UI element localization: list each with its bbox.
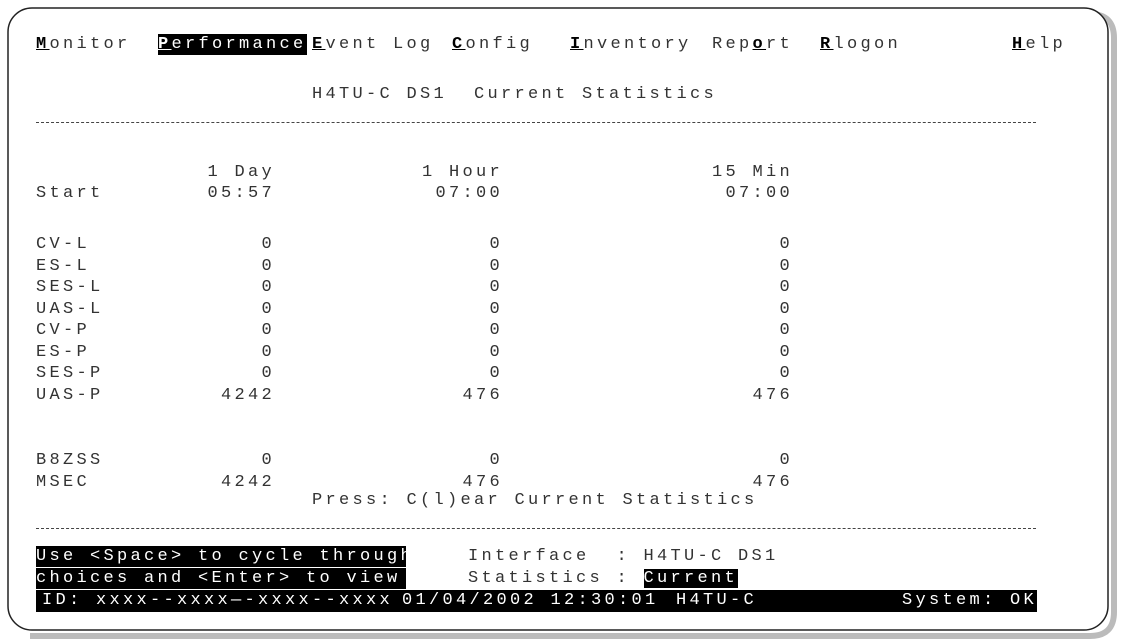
menu-item[interactable]: Inventory (570, 34, 692, 55)
stat-value: 0 (489, 321, 503, 340)
menu-text: onfig (465, 35, 534, 54)
stat-value: 0 (779, 256, 793, 276)
field-value: Current (643, 569, 739, 588)
row-label: CV-P (36, 321, 91, 340)
frame-border (7, 7, 1109, 631)
field: Interface : H4TU-C DS1 (468, 546, 779, 567)
field: Statistics : Current (468, 568, 739, 589)
menu-hotkey: R (820, 35, 834, 54)
stat-value: 0 (261, 235, 275, 254)
menu-text: Rep (712, 35, 753, 54)
menu-hotkey: C (452, 35, 466, 54)
row-label: MSEC (36, 472, 91, 492)
row-label: ES-P (36, 342, 91, 362)
row-label: UAS-L (36, 299, 104, 319)
stat-value: 0 (779, 299, 793, 319)
start-time: 07:00 (725, 184, 793, 203)
stat-value: 476 (752, 472, 793, 492)
menu-hotkey: P (158, 35, 172, 54)
field-label: Interface : (468, 547, 644, 566)
stat-value: 0 (261, 321, 275, 340)
status-bar: ID: xxxx--xxxx—-xxxx--xxxx 01/04/2002 12:… (36, 590, 1037, 612)
menu-item[interactable]: Event Log (312, 34, 434, 55)
stat-value: 0 (779, 235, 793, 254)
row-label: SES-L (36, 278, 104, 297)
stat-value: 0 (779, 321, 793, 340)
stat-value: 0 (489, 278, 503, 297)
menu-text: onitor (49, 35, 131, 54)
menu-text: vent Log (325, 35, 434, 54)
menu-text: nventory (583, 35, 692, 54)
menu-text: logon (833, 35, 902, 54)
separator (36, 528, 1036, 529)
stat-value: 0 (489, 342, 503, 362)
column-header: 1 Hour (421, 163, 503, 182)
menu-text: erformance (171, 35, 307, 54)
row-label: CV-L (36, 235, 91, 254)
stat-value: 0 (261, 364, 275, 383)
stat-value: 0 (489, 364, 503, 383)
stat-value: 0 (261, 278, 275, 297)
stat-value: 0 (489, 235, 503, 254)
stat-value: 476 (752, 385, 793, 405)
stat-value: 4242 (220, 472, 275, 492)
row-label: ES-L (36, 256, 91, 276)
menu-hotkey: M (36, 35, 50, 54)
stat-value: 4242 (220, 385, 275, 405)
stat-value: 0 (489, 299, 503, 319)
menu-hotkey: H (1012, 35, 1026, 54)
menu-item[interactable]: Performance (158, 34, 307, 55)
stat-value: 0 (489, 256, 503, 276)
separator (36, 122, 1036, 123)
menu-hotkey: E (312, 35, 326, 54)
menu-hotkey: o (752, 35, 767, 54)
stat-value: 0 (261, 342, 275, 362)
status-id: ID: xxxx--xxxx—-xxxx--xxxx (42, 591, 394, 610)
menu-hotkey: I (570, 35, 584, 54)
stat-value: 0 (261, 256, 275, 276)
field-value: H4TU-C DS1 (643, 547, 779, 566)
stat-value: 476 (462, 385, 503, 405)
status-datetime: 01/04/2002 12:30:01 (402, 591, 659, 610)
menu-item[interactable]: Report (712, 34, 793, 55)
start-time: 05:57 (207, 184, 275, 203)
column-header: 15 Min (711, 163, 793, 182)
menu-item[interactable]: Monitor (36, 34, 131, 55)
row-label: SES-P (36, 364, 104, 383)
row-label: UAS-P (36, 385, 104, 405)
stat-value: 0 (779, 364, 793, 383)
row-label: B8ZSS (36, 451, 104, 470)
stat-value: 0 (779, 278, 793, 297)
stat-value: 0 (779, 451, 793, 470)
menu-item[interactable]: Help (1012, 34, 1066, 55)
field-label: Statistics : (468, 569, 644, 588)
stat-value: 0 (261, 451, 275, 470)
row-label: Start (36, 184, 104, 203)
stat-value: 0 (261, 299, 275, 319)
stat-value: 0 (489, 451, 503, 470)
menu-text: elp (1025, 35, 1067, 54)
start-time: 07:00 (435, 184, 503, 203)
status-system: System: OK (902, 591, 1038, 610)
help-text: Use <Space> to cycle through (36, 546, 415, 567)
menu-item[interactable]: Config (452, 34, 533, 55)
menu-item[interactable]: Rlogon (820, 34, 901, 55)
status-device: H4TU-C (676, 591, 758, 610)
column-header: 1 Day (207, 163, 275, 182)
stat-value: 476 (462, 472, 503, 492)
stat-value: 0 (779, 342, 793, 362)
help-text: choices and <Enter> to view (36, 568, 406, 589)
screen-title: H4TU-C DS1 Current Statistics (312, 85, 718, 104)
press-hint: Press: C(l)ear Current Statistics (312, 491, 758, 510)
menu-text: rt (766, 35, 794, 54)
